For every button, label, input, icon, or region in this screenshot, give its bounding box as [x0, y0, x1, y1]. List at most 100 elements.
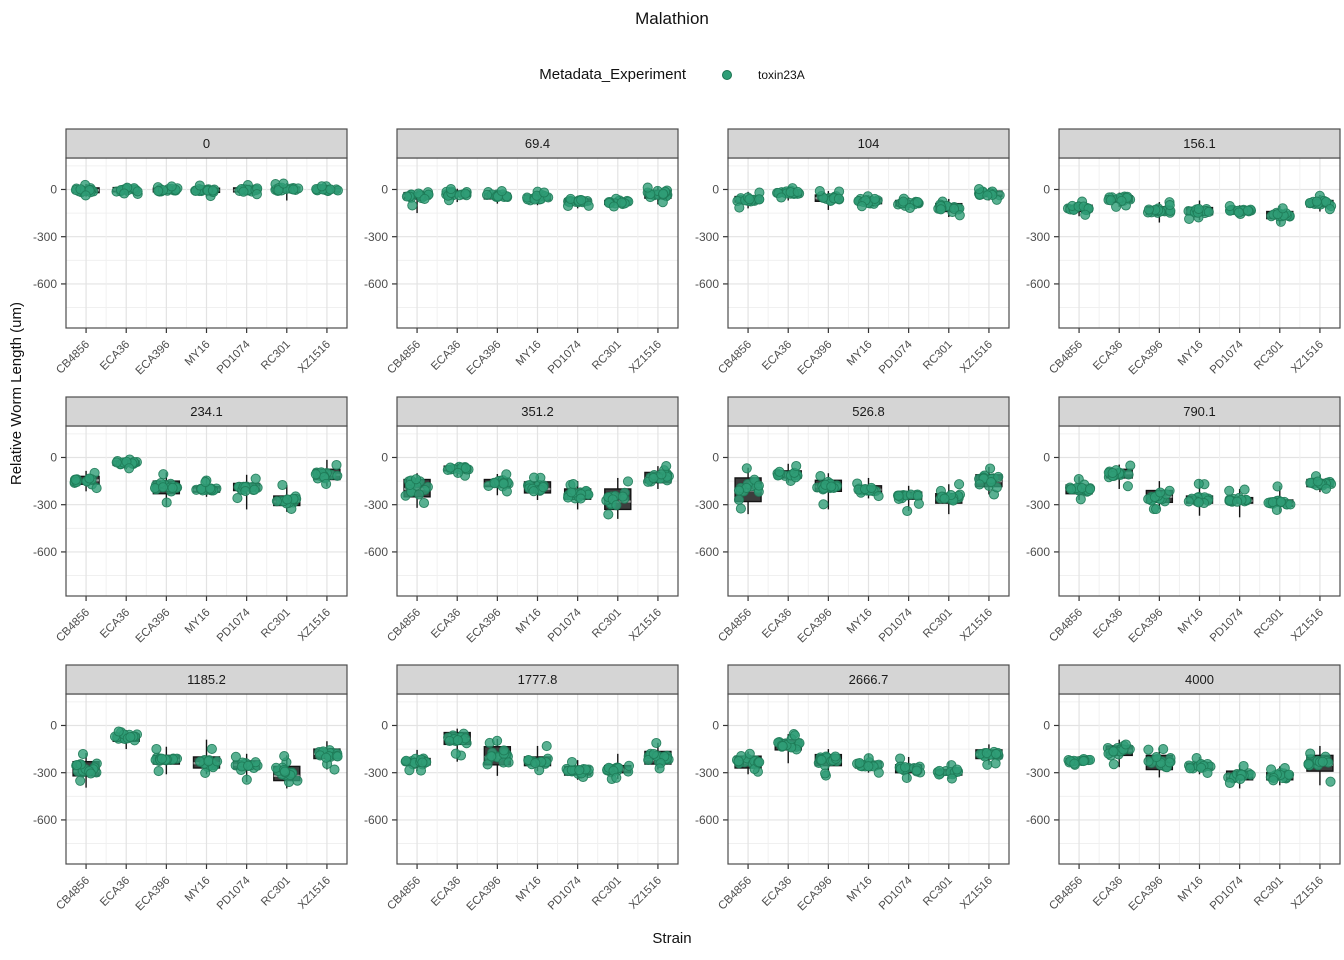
svg-text:ECA36: ECA36 — [760, 875, 794, 909]
svg-text:-600: -600 — [695, 277, 719, 291]
jitter-points — [733, 460, 1004, 517]
svg-text:0: 0 — [712, 719, 719, 733]
svg-text:RC301: RC301 — [590, 607, 624, 641]
svg-text:XZ1516: XZ1516 — [1289, 339, 1326, 376]
svg-text:XZ1516: XZ1516 — [958, 339, 995, 376]
svg-text:1777.8: 1777.8 — [518, 672, 558, 687]
svg-text:2666.7: 2666.7 — [849, 672, 889, 687]
svg-text:ECA36: ECA36 — [760, 607, 794, 641]
facet-row-2: 0 -300 -600 CB4856 ECA36 ECA396 MY16 PD1074 RC30… — [20, 394, 1344, 662]
svg-text:CB4856: CB4856 — [1047, 339, 1085, 377]
svg-text:RC301: RC301 — [259, 339, 293, 373]
svg-text:RC301: RC301 — [1252, 875, 1286, 909]
svg-text:ECA36: ECA36 — [1091, 339, 1125, 373]
svg-text:ECA396: ECA396 — [465, 875, 504, 914]
svg-text:-600: -600 — [33, 277, 57, 291]
svg-text:MY16: MY16 — [845, 607, 875, 637]
facet-row-3: 0 -300 -600 CB4856 ECA36 ECA396 MY16 PD1074 RC30… — [20, 662, 1344, 930]
svg-text:ECA396: ECA396 — [465, 339, 504, 378]
svg-text:-300: -300 — [33, 230, 57, 244]
svg-text:-300: -300 — [33, 766, 57, 780]
svg-text:XZ1516: XZ1516 — [958, 875, 995, 912]
legend: Metadata_Experiment toxin23A — [0, 66, 1344, 83]
svg-text:0: 0 — [381, 719, 388, 733]
svg-text:-300: -300 — [695, 230, 719, 244]
svg-text:ECA396: ECA396 — [1127, 607, 1166, 646]
svg-text:MY16: MY16 — [845, 875, 875, 905]
svg-text:ECA396: ECA396 — [796, 875, 835, 914]
svg-text:0: 0 — [712, 183, 719, 197]
svg-text:-600: -600 — [695, 545, 719, 559]
svg-text:PD1074: PD1074 — [546, 606, 584, 644]
svg-text:ECA396: ECA396 — [796, 607, 835, 646]
svg-text:CB4856: CB4856 — [385, 875, 423, 913]
facet-panel-0: 0 -300 -600 CB4856 ECA36 ECA396 MY16 PD1074 RC30… — [33, 128, 348, 377]
svg-text:XZ1516: XZ1516 — [627, 875, 664, 912]
svg-text:PD1074: PD1074 — [877, 606, 915, 644]
svg-text:0: 0 — [203, 136, 210, 151]
svg-text:0: 0 — [381, 451, 388, 465]
svg-text:156.1: 156.1 — [1183, 136, 1216, 151]
svg-text:-300: -300 — [695, 498, 719, 512]
svg-text:-300: -300 — [364, 230, 388, 244]
svg-text:ECA36: ECA36 — [429, 607, 463, 641]
svg-text:-600: -600 — [364, 545, 388, 559]
svg-text:CB4856: CB4856 — [1047, 607, 1085, 645]
svg-text:-300: -300 — [1026, 230, 1050, 244]
svg-text:CB4856: CB4856 — [385, 339, 423, 377]
facet-panel-4000: 0 -300 -600 CB4856 ECA36 ECA396 MY16 PD1074 RC30… — [1026, 664, 1341, 914]
gridlines — [65, 426, 348, 596]
svg-text:ECA396: ECA396 — [1127, 339, 1166, 378]
svg-text:XZ1516: XZ1516 — [1289, 607, 1326, 644]
svg-text:CB4856: CB4856 — [54, 339, 92, 377]
svg-text:ECA36: ECA36 — [98, 607, 132, 641]
svg-text:0: 0 — [1043, 451, 1050, 465]
svg-text:351.2: 351.2 — [521, 404, 554, 419]
facet-panel-2666.7: 0 -300 -600 CB4856 ECA36 ECA396 MY16 PD1074 RC30… — [695, 664, 1010, 914]
facet-panel-351.2: 0 -300 -600 CB4856 ECA36 ECA396 MY16 PD1074 RC30… — [364, 396, 679, 645]
svg-text:104: 104 — [858, 136, 880, 151]
svg-text:XZ1516: XZ1516 — [296, 607, 333, 644]
svg-text:526.8: 526.8 — [852, 404, 885, 419]
svg-text:CB4856: CB4856 — [1047, 875, 1085, 913]
svg-text:CB4856: CB4856 — [716, 875, 754, 913]
svg-text:MY16: MY16 — [845, 339, 875, 369]
svg-text:-600: -600 — [33, 545, 57, 559]
svg-text:XZ1516: XZ1516 — [296, 339, 333, 376]
facet-panel-69.4: 0 -300 -600 CB4856 ECA36 ECA396 MY16 PD1074 RC30… — [364, 128, 679, 378]
legend-entry-label: toxin23A — [758, 67, 805, 82]
svg-text:PD1074: PD1074 — [877, 338, 915, 376]
svg-text:-300: -300 — [1026, 498, 1050, 512]
svg-text:RC301: RC301 — [921, 607, 955, 641]
svg-text:RC301: RC301 — [921, 875, 955, 909]
svg-text:-600: -600 — [364, 277, 388, 291]
svg-text:ECA396: ECA396 — [1127, 875, 1166, 914]
jitter-points — [1063, 739, 1336, 789]
svg-text:PD1074: PD1074 — [215, 874, 253, 912]
svg-text:RC301: RC301 — [259, 607, 293, 641]
svg-text:0: 0 — [50, 719, 57, 733]
jitter-points — [71, 726, 343, 788]
svg-text:ECA36: ECA36 — [1091, 875, 1125, 909]
facet-grid: 0 -300 -600 CB4856 ECA36 ECA396 MY16 PD1074 RC30… — [20, 126, 1344, 930]
svg-text:PD1074: PD1074 — [877, 874, 915, 912]
svg-text:234.1: 234.1 — [190, 404, 223, 419]
svg-text:XZ1516: XZ1516 — [627, 607, 664, 644]
svg-text:ECA396: ECA396 — [134, 875, 173, 914]
svg-text:PD1074: PD1074 — [215, 338, 253, 376]
svg-text:CB4856: CB4856 — [716, 607, 754, 645]
svg-text:MY16: MY16 — [514, 339, 544, 369]
facet-panel-1777.8: 0 -300 -600 CB4856 ECA36 ECA396 MY16 PD1074 RC30… — [364, 664, 679, 914]
facet-panel-234.1: 0 -300 -600 CB4856 ECA36 ECA396 MY16 PD1074 RC30… — [33, 396, 348, 645]
svg-text:MY16: MY16 — [1176, 875, 1206, 905]
svg-text:-600: -600 — [33, 813, 57, 827]
svg-text:-300: -300 — [364, 766, 388, 780]
svg-text:69.4: 69.4 — [525, 136, 550, 151]
svg-text:XZ1516: XZ1516 — [958, 607, 995, 644]
svg-text:ECA396: ECA396 — [796, 339, 835, 378]
svg-text:0: 0 — [50, 183, 57, 197]
svg-text:XZ1516: XZ1516 — [627, 339, 664, 376]
svg-text:0: 0 — [712, 451, 719, 465]
x-axis-title: Strain — [652, 930, 692, 947]
